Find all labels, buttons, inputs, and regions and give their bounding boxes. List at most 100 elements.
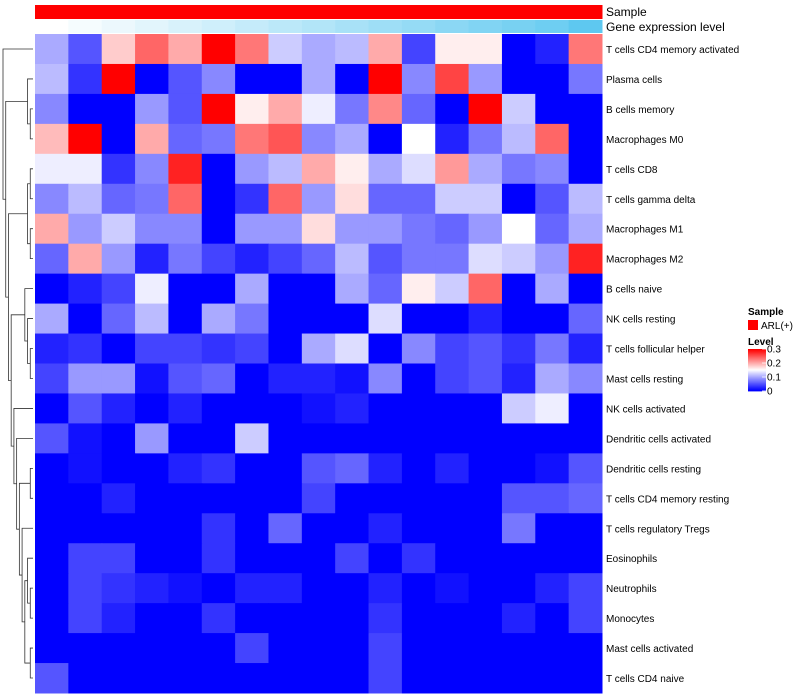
legend-tick-label: 0	[767, 387, 773, 398]
heatmap-cell	[501, 573, 536, 604]
heatmap-cell	[435, 663, 470, 694]
heatmap-cell	[435, 213, 470, 245]
heatmap-cell	[35, 513, 69, 544]
heatmap-cell	[335, 333, 370, 364]
heatmap-cell	[68, 573, 103, 604]
dendrogram-branch	[27, 318, 33, 364]
heatmap-cell	[201, 153, 236, 185]
heatmap-cell	[401, 393, 436, 424]
heatmap-cell	[268, 303, 303, 335]
heatmap-cell	[168, 603, 203, 634]
expression-track-cell	[501, 20, 536, 33]
heatmap-cell	[68, 213, 103, 245]
heatmap-cell	[535, 123, 570, 155]
legend-ticks: 0.3 0.2 0.1 0	[762, 345, 781, 398]
legend-bar-segment	[748, 379, 766, 381]
expression-track-label: Gene expression level	[606, 20, 725, 34]
legend-bar-segment	[748, 388, 766, 391]
heatmap-cell	[301, 573, 336, 604]
heatmap-cell	[268, 393, 303, 424]
heatmap-cell	[135, 603, 169, 634]
heatmap-cell	[401, 213, 436, 245]
dendrogram-branch	[29, 168, 33, 200]
heatmap-cell	[68, 483, 103, 514]
heatmap-cell	[135, 183, 169, 215]
heatmap-cell	[35, 183, 69, 215]
heatmap-cell	[401, 63, 436, 95]
heatmap-cell	[235, 453, 269, 484]
heatmap-cell	[168, 303, 203, 335]
sample-track-cell	[268, 5, 303, 19]
heatmap-cell	[68, 423, 103, 454]
expression-track-cell	[301, 20, 336, 33]
heatmap-cell	[168, 213, 203, 245]
heatmap-cell	[268, 663, 303, 694]
heatmap-cell	[35, 153, 69, 185]
heatmap-cell	[468, 633, 503, 664]
heatmap-cell	[268, 63, 303, 95]
heatmap-cell	[535, 333, 570, 364]
heatmap-cell	[201, 423, 236, 454]
heatmap-cell	[535, 483, 570, 514]
heatmap-cell	[201, 663, 236, 694]
heatmap-cell	[468, 603, 503, 634]
heatmap-cell	[401, 183, 436, 215]
row-label: Macrophages M1	[606, 225, 684, 236]
row-label: NK cells activated	[606, 404, 685, 415]
heatmap-cell	[101, 543, 136, 574]
heatmap-cell	[268, 483, 303, 514]
legend-bar-segment	[748, 372, 766, 374]
heatmap-cell	[368, 243, 403, 275]
heatmap-cell	[501, 543, 536, 574]
heatmap-cell	[535, 63, 570, 95]
heatmap-cell	[301, 393, 336, 424]
heatmap-cell	[168, 453, 203, 484]
heatmap-cell	[568, 63, 603, 95]
heatmap-cell	[101, 153, 136, 185]
heatmap-cell	[268, 453, 303, 484]
sample-track-cell	[68, 5, 103, 19]
expression-track-cell	[201, 20, 236, 33]
legend-bar-segment	[748, 376, 766, 378]
heatmap-cell	[535, 603, 570, 634]
heatmap-cell	[568, 303, 603, 335]
row-dendrogram	[2, 48, 33, 679]
legend-sample-entry: ARL(+)	[761, 321, 793, 332]
heatmap-cell	[201, 603, 236, 634]
heatmap-cell	[435, 243, 470, 275]
heatmap-cell	[135, 423, 169, 454]
heatmap-cell	[335, 483, 370, 514]
heatmap-cell	[235, 393, 269, 424]
heatmap-cell	[268, 93, 303, 125]
heatmap-cell	[501, 213, 536, 245]
heatmap-cell	[35, 213, 69, 245]
legend-bar-segment	[748, 349, 766, 351]
legend-bar-segment	[748, 365, 766, 368]
heatmap-cell	[501, 153, 536, 185]
heatmap-cell	[568, 663, 603, 694]
expression-track-cell	[468, 20, 503, 33]
expression-track-cell	[68, 20, 103, 33]
heatmap-cell	[435, 423, 470, 454]
heatmap-cell	[335, 663, 370, 694]
heatmap-cell	[135, 213, 169, 245]
heatmap-cell	[335, 573, 370, 604]
heatmap-cell	[135, 34, 169, 65]
heatmap-cell	[535, 453, 570, 484]
heatmap-cell	[535, 393, 570, 424]
heatmap-cell	[468, 303, 503, 335]
legend-sample-title: Sample	[748, 307, 784, 318]
legend-bar-segment	[748, 367, 766, 370]
expression-track-cell	[268, 20, 303, 33]
heatmap-cell	[201, 633, 236, 664]
heatmap-cell	[201, 273, 236, 305]
heatmap-cell	[368, 603, 403, 634]
heatmap-cell	[168, 153, 203, 185]
heatmap-cell	[368, 153, 403, 185]
row-label: B cells memory	[606, 105, 674, 116]
sample-track-cell	[335, 5, 370, 19]
heatmap-cell	[301, 453, 336, 484]
heatmap-cell	[101, 243, 136, 275]
legend-bar-segment	[748, 370, 766, 372]
heatmap-cell	[435, 393, 470, 424]
